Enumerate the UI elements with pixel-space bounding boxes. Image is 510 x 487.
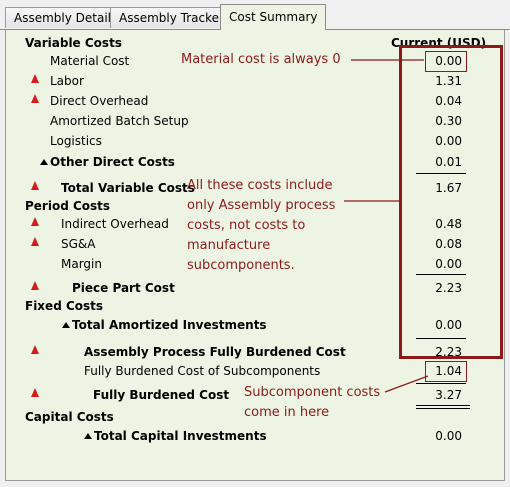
assembly-process-fbc-value: 2.23 (435, 345, 462, 359)
amortized-batch-setup-value: 0.30 (435, 114, 462, 128)
total-double-underline (416, 405, 470, 406)
fbc-subcomponents-value: 1.04 (435, 364, 462, 378)
other-direct-costs-row[interactable]: Other Direct Costs (40, 155, 175, 169)
total-capital-investments-label: Total Capital Investments (94, 429, 267, 443)
warning-triangle-icon (31, 281, 39, 290)
annotation-line: subcomponents. (187, 258, 295, 273)
assembly-annotation: All these costs include only Assembly pr… (187, 176, 335, 276)
fixed-costs-heading: Fixed Costs (25, 299, 104, 313)
subtotal-divider (416, 173, 466, 174)
labor-label: Labor (50, 74, 84, 88)
margin-value: 0.00 (435, 257, 462, 271)
indirect-overhead-label: Indirect Overhead (61, 217, 169, 231)
total-amortized-investments-value: 0.00 (435, 318, 462, 332)
annotation-line: come in here (244, 405, 330, 420)
annotation-line: Subcomponent costs (244, 385, 381, 400)
fully-burdened-cost-value: 3.27 (435, 388, 462, 402)
tab-cost-summary[interactable]: Cost Summary (220, 4, 327, 30)
logistics-value: 0.00 (435, 134, 462, 148)
total-double-underline (416, 408, 470, 409)
annotation-line: manufacture (187, 238, 271, 253)
tab-assembly-details[interactable]: Assembly Details (5, 7, 127, 28)
total-amortized-investments-label: Total Amortized Investments (72, 318, 267, 332)
subtotal-divider (416, 274, 466, 275)
warning-triangle-icon (31, 388, 39, 397)
tab-assembly-tracker[interactable]: Assembly Tracker (110, 7, 233, 28)
total-variable-costs-label: Total Variable Costs (61, 181, 195, 195)
variable-costs-heading: Variable Costs (25, 36, 122, 50)
warning-triangle-icon (31, 181, 39, 190)
expand-triangle-icon[interactable] (40, 159, 48, 165)
annotation-highlight-box (399, 45, 503, 359)
direct-overhead-label: Direct Overhead (50, 94, 149, 108)
expand-triangle-icon[interactable] (84, 433, 92, 439)
warning-triangle-icon (31, 74, 39, 83)
direct-overhead-value: 0.04 (435, 94, 462, 108)
total-variable-costs-value: 1.67 (435, 181, 462, 195)
material-annotation: Material cost is always 0 (181, 52, 341, 67)
margin-label: Margin (61, 257, 102, 271)
total-capital-investments-value: 0.00 (435, 429, 462, 443)
indirect-overhead-value: 0.48 (435, 217, 462, 231)
other-direct-costs-label: Other Direct Costs (50, 155, 175, 169)
material-cost-label: Material Cost (50, 54, 130, 68)
capital-costs-heading: Capital Costs (25, 410, 114, 424)
warning-triangle-icon (31, 345, 39, 354)
subcomponent-annotation: Subcomponent costs come in here (244, 383, 380, 423)
piece-part-cost-value: 2.23 (435, 281, 462, 295)
expand-triangle-icon[interactable] (62, 322, 70, 328)
sga-value: 0.08 (435, 237, 462, 251)
period-costs-heading: Period Costs (25, 199, 111, 213)
amortized-batch-setup-label: Amortized Batch Setup (50, 114, 189, 128)
material-cost-highlight (425, 51, 467, 72)
subtotal-divider (416, 383, 466, 384)
warning-triangle-icon (31, 237, 39, 246)
total-capital-investments-row[interactable]: Total Capital Investments (84, 429, 267, 443)
fbc-subcomponents-label: Fully Burdened Cost of Subcomponents (84, 364, 321, 378)
material-cost-value: 0.00 (435, 54, 462, 68)
total-amortized-investments-row[interactable]: Total Amortized Investments (62, 318, 267, 332)
subtotal-divider (416, 338, 466, 339)
piece-part-cost-label: Piece Part Cost (72, 281, 175, 295)
warning-triangle-icon (31, 217, 39, 226)
annotation-line: All these costs include (187, 178, 333, 193)
warning-triangle-icon (31, 94, 39, 103)
logistics-label: Logistics (50, 134, 102, 148)
other-direct-costs-value: 0.01 (435, 155, 462, 169)
annotation-line: costs, not costs to (187, 218, 306, 233)
annotation-line: only Assembly process (187, 198, 336, 213)
tab-bar: Assembly Details Assembly Tracker Cost S… (0, 0, 510, 30)
labor-value: 1.31 (435, 74, 462, 88)
assembly-process-fbc-label: Assembly Process Fully Burdened Cost (84, 345, 346, 359)
sga-label: SG&A (61, 237, 96, 251)
fully-burdened-cost-label: Fully Burdened Cost (93, 388, 230, 402)
subcomponent-cost-highlight (425, 361, 467, 382)
